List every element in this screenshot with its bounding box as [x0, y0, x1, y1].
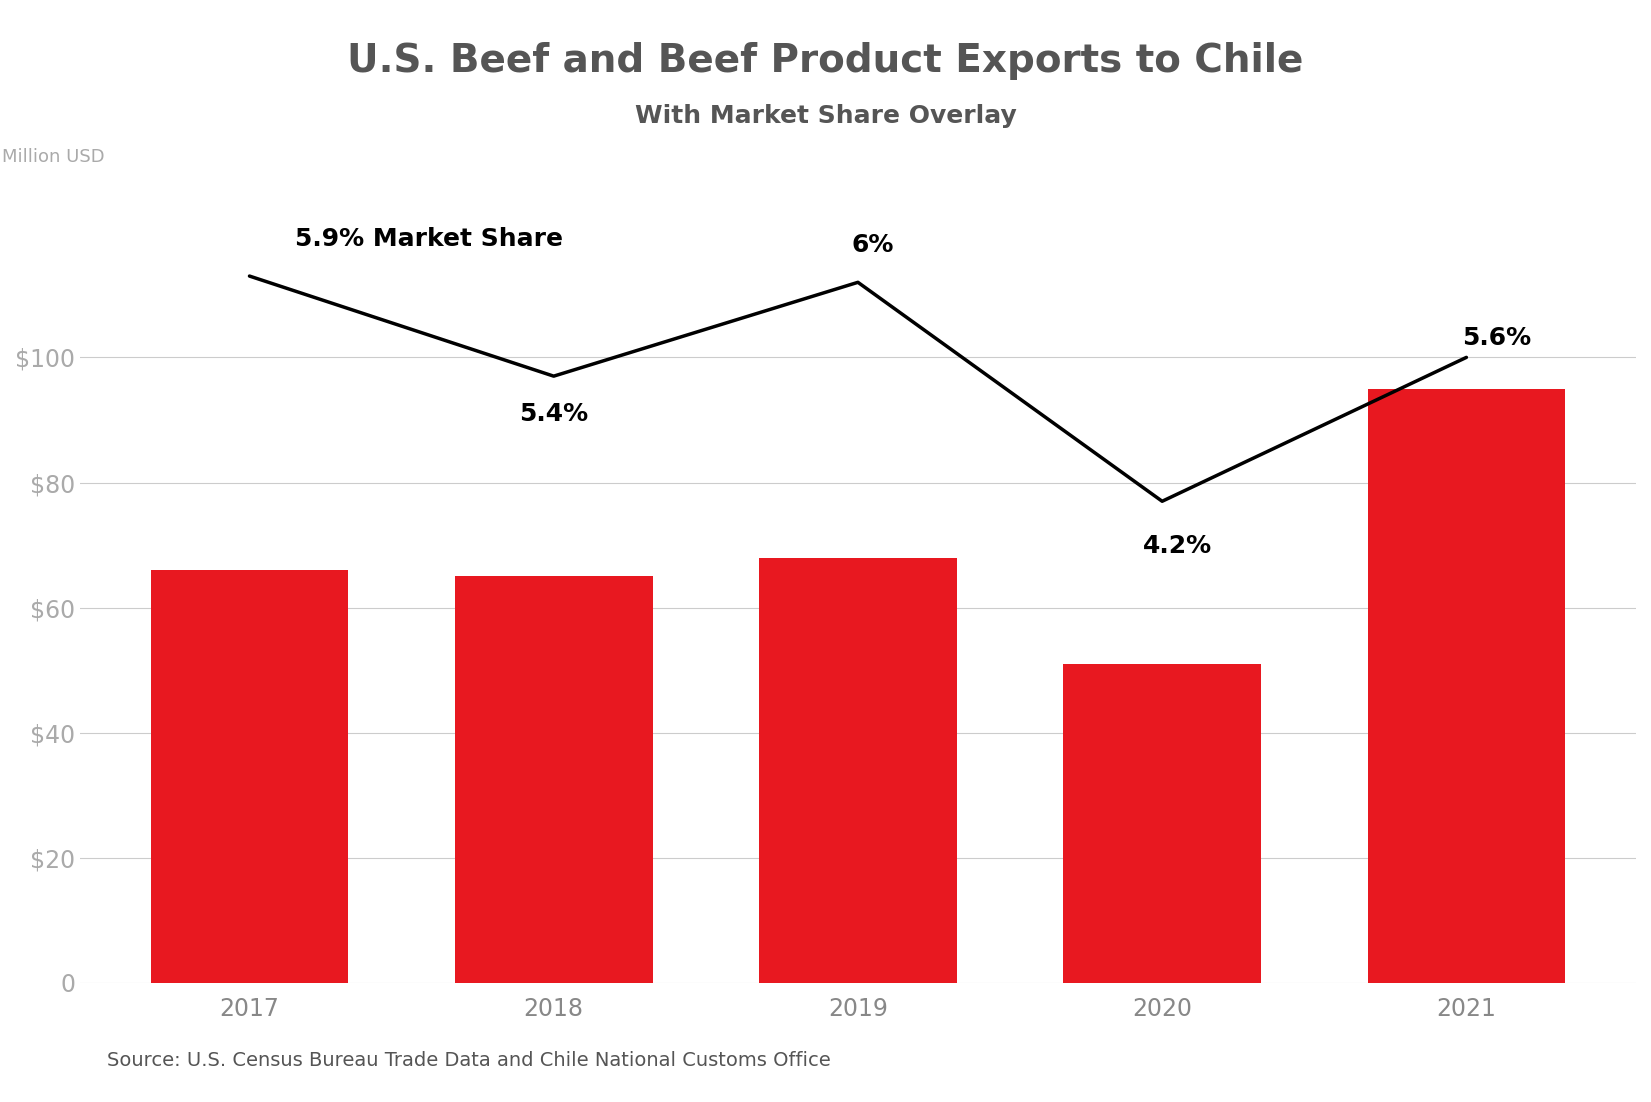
Text: 6%: 6%: [852, 234, 895, 257]
Text: Source: U.S. Census Bureau Trade Data and Chile National Customs Office: Source: U.S. Census Bureau Trade Data an…: [107, 1050, 830, 1070]
Text: 5.6%: 5.6%: [1463, 326, 1532, 350]
Text: 5.4%: 5.4%: [518, 402, 588, 426]
Text: 4.2%: 4.2%: [1142, 533, 1212, 558]
Text: Million USD: Million USD: [2, 148, 104, 166]
Bar: [1063, 663, 1261, 983]
Text: U.S. Beef and Beef Product Exports to Chile: U.S. Beef and Beef Product Exports to Ch…: [347, 42, 1304, 79]
Bar: [150, 570, 348, 983]
Text: With Market Share Overlay: With Market Share Overlay: [634, 104, 1017, 128]
Text: 5.9% Market Share: 5.9% Market Share: [296, 227, 563, 251]
Bar: [454, 576, 652, 983]
Bar: [1367, 389, 1565, 983]
Bar: [759, 558, 958, 983]
